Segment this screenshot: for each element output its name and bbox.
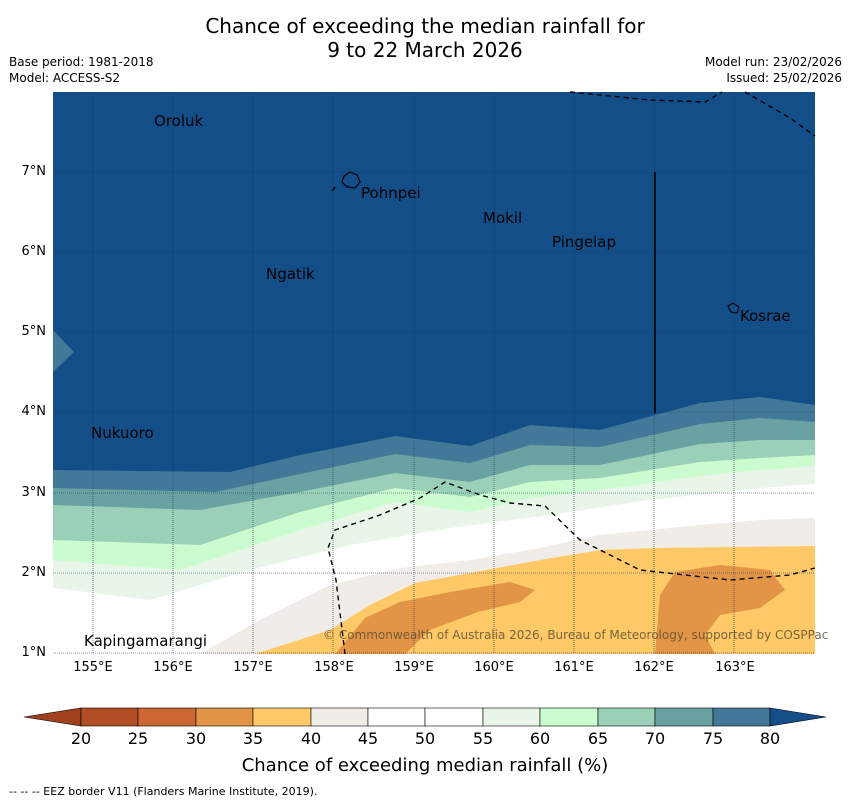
lat-label-6n: 6°N xyxy=(21,244,47,259)
band-75-west-patch xyxy=(53,330,74,372)
colorbar-tick: 25 xyxy=(127,729,149,748)
colorbar-segment-40-45 xyxy=(310,707,369,727)
place-label-pingelap: Pingelap xyxy=(552,233,617,251)
eez-borders xyxy=(327,91,816,655)
colorbar-tick: 55 xyxy=(472,729,494,748)
lon-label-161e: 161°E xyxy=(554,660,594,675)
colorbar-segment-35-40 xyxy=(252,707,312,727)
lon-label-159e: 159°E xyxy=(394,660,434,675)
colorbar-segment-50-55 xyxy=(424,707,484,727)
place-label-oroluk: Oroluk xyxy=(154,112,204,130)
colorbar xyxy=(23,707,827,727)
lon-label-163e: 163°E xyxy=(715,660,755,675)
colorbar-low-extension xyxy=(23,707,82,727)
kosrae-island-shape xyxy=(727,302,740,314)
lon-label-155e: 155°E xyxy=(73,660,113,675)
lon-label-158e: 158°E xyxy=(314,660,354,675)
colorbar-label: Chance of exceeding median rainfall (%) xyxy=(241,755,609,776)
colorbar-tick: 60 xyxy=(529,729,551,748)
graticule xyxy=(53,92,815,654)
copyright-watermark: © Commonwealth of Australia 2026, Bureau… xyxy=(323,628,829,642)
place-label-pohnpei: Pohnpei xyxy=(361,184,421,202)
place-label-kapingamarangi: Kapingamarangi xyxy=(84,632,208,650)
colorbar-segment-70-75 xyxy=(654,707,714,727)
colorbar-tick: 80 xyxy=(759,729,781,748)
colorbar-tick: 70 xyxy=(644,729,666,748)
colorbar-high-extension xyxy=(769,707,827,727)
eez-footnote: -- -- -- EEZ border V11 (Flanders Marine… xyxy=(9,785,318,798)
place-label-ngatik: Ngatik xyxy=(266,265,315,283)
base-period-text: Base period: 1981-2018 xyxy=(9,55,154,69)
lat-label-5n: 5°N xyxy=(21,324,47,339)
place-label-nukuoro: Nukuoro xyxy=(91,424,154,442)
colorbar-segment-55-60 xyxy=(482,707,541,727)
model-run-text: Model run: 23/02/2026 xyxy=(704,55,842,69)
colorbar-tick: 45 xyxy=(357,729,379,748)
colorbar-segment-65-70 xyxy=(597,707,656,727)
colorbar-segment-20-25 xyxy=(80,707,139,727)
map-title-line1: Chance of exceeding the median rainfall … xyxy=(205,14,645,38)
colorbar-tick: 65 xyxy=(587,729,609,748)
colorbar-tick: 75 xyxy=(702,729,724,748)
colorbar-tick: 35 xyxy=(242,729,264,748)
colorbar-segment-60-65 xyxy=(539,707,599,727)
colorbar-segment-25-30 xyxy=(137,707,197,727)
colorbar-segment-75-80 xyxy=(712,707,771,727)
lat-label-2n: 2°N xyxy=(21,565,47,580)
lat-label-3n: 3°N xyxy=(21,485,47,500)
lon-label-157e: 157°E xyxy=(233,660,273,675)
lat-label-7n: 7°N xyxy=(21,164,47,179)
lon-label-156e: 156°E xyxy=(153,660,193,675)
colorbar-tick: 50 xyxy=(414,729,436,748)
lat-label-1n: 1°N xyxy=(21,645,47,660)
lon-label-162e: 162°E xyxy=(634,660,674,675)
colorbar-segment-30-35 xyxy=(195,707,254,727)
colorbar-tick: 30 xyxy=(185,729,207,748)
lon-label-160e: 160°E xyxy=(474,660,514,675)
colorbar-segment-45-50 xyxy=(367,707,426,727)
colorbar-tick: 40 xyxy=(300,729,322,748)
place-label-kosrae: Kosrae xyxy=(740,307,791,325)
place-label-mokil: Mokil xyxy=(483,209,523,227)
band-35-patch-east xyxy=(655,565,785,654)
pohnpei-island-shape xyxy=(341,171,361,189)
lat-label-4n: 4°N xyxy=(21,404,47,419)
map-title-line2: 9 to 22 March 2026 xyxy=(327,38,523,62)
colorbar-tick: 20 xyxy=(70,729,92,748)
model-text: Model: ACCESS-S2 xyxy=(9,71,121,85)
band-35-patch-west xyxy=(335,582,535,654)
issued-text: Issued: 25/02/2026 xyxy=(726,71,842,85)
